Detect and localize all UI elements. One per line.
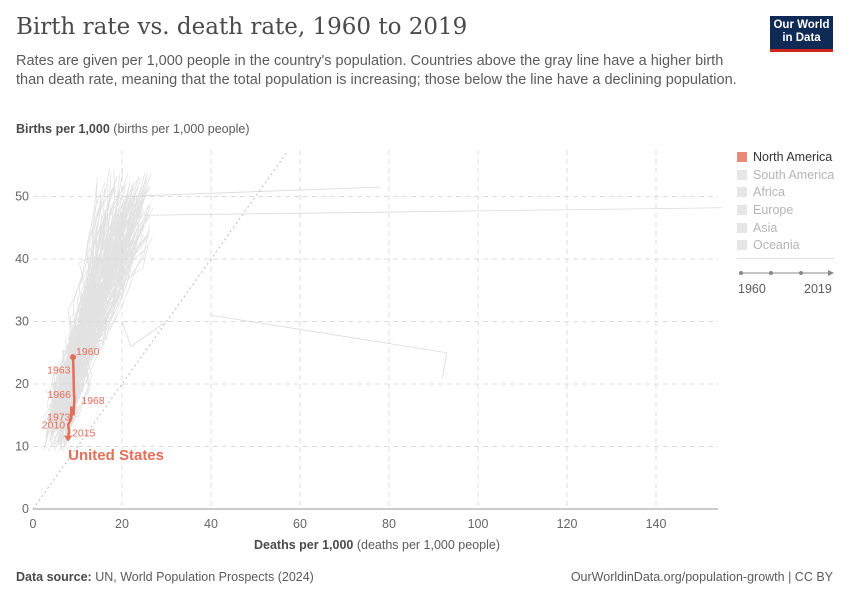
x-tick-label: 120: [557, 517, 578, 531]
y-tick-label: 10: [15, 440, 29, 454]
background-country-line: [53, 217, 109, 419]
background-country-line: [121, 321, 132, 347]
x-tick-label: 80: [382, 517, 396, 531]
background-country-line: [59, 177, 117, 429]
timeline-start: 1960: [738, 282, 766, 296]
background-country-line: [121, 186, 381, 197]
background-country-line: [51, 199, 129, 437]
chart-title: Birth rate vs. death rate, 1960 to 2019: [16, 14, 468, 40]
background-country-line: [442, 352, 448, 378]
timeline-divider: [737, 258, 834, 259]
source-link[interactable]: OurWorldinData.org/population-growth | C…: [570, 570, 833, 584]
background-country-line: [56, 205, 149, 442]
x-tick-label: 100: [468, 517, 489, 531]
y-tick-label: 20: [15, 377, 29, 391]
us-end-arrow-icon: [64, 435, 73, 442]
legend-swatch: [737, 240, 747, 251]
legend: North America South America Africa Europ…: [737, 148, 834, 254]
background-country-line: [210, 314, 447, 354]
legend-swatch: [737, 187, 747, 198]
year-label: 1973: [47, 411, 71, 423]
background-country-line: [130, 321, 167, 347]
background-country-line: [57, 198, 128, 429]
background-series: [42, 168, 723, 452]
series-label-united-states: United States: [68, 447, 164, 464]
background-country-line: [60, 182, 106, 398]
year-label: 1966: [48, 389, 72, 401]
legend-swatch: [737, 204, 747, 215]
x-axis-label: Deaths per 1,000 (deaths per 1,000 peopl…: [254, 538, 501, 552]
legend-swatch: [737, 169, 747, 180]
background-country-line: [57, 235, 150, 430]
year-label: 2015: [72, 428, 96, 440]
background-country-line: [58, 180, 147, 404]
y-tick-label: 30: [15, 315, 29, 329]
legend-item-europe[interactable]: Europe: [737, 201, 834, 219]
legend-swatch: [737, 222, 747, 233]
x-tick-label: 60: [293, 517, 307, 531]
legend-item-africa[interactable]: Africa: [737, 183, 834, 201]
year-label: 1968: [81, 395, 105, 407]
y-tick-label: 40: [15, 252, 29, 266]
year-label: 2010: [42, 420, 66, 432]
us-series-line: [66, 357, 76, 438]
x-tick-label: 20: [115, 517, 129, 531]
legend-item-oceania[interactable]: Oceania: [737, 236, 834, 254]
owid-logo[interactable]: Our World in Data: [770, 16, 833, 52]
background-country-line: [58, 230, 112, 444]
y-axis-label: Births per 1,000 (births per 1,000 peopl…: [16, 122, 250, 136]
chart-subtitle: Rates are given per 1,000 people in the …: [16, 53, 737, 88]
background-country-line: [144, 207, 723, 216]
timeline-end: 2019: [804, 282, 832, 296]
x-tick-label: 40: [204, 517, 218, 531]
y-tick-label: 50: [15, 190, 29, 204]
background-country-line: [58, 216, 116, 420]
legend-swatch: [737, 151, 747, 162]
x-tick-label: 0: [30, 517, 37, 531]
us-start-point: [70, 354, 77, 361]
legend-item-south-america[interactable]: South America: [737, 166, 834, 184]
background-country-line: [56, 238, 111, 414]
year-label: 1963: [47, 365, 71, 377]
x-tick-label: 140: [646, 517, 667, 531]
y-tick-label: 0: [22, 502, 29, 516]
data-source: Data source: UN, World Population Prospe…: [16, 570, 314, 584]
year-label: 1960: [76, 346, 100, 358]
legend-item-asia[interactable]: Asia: [737, 219, 834, 237]
legend-item-north-america[interactable]: North America: [737, 148, 834, 166]
